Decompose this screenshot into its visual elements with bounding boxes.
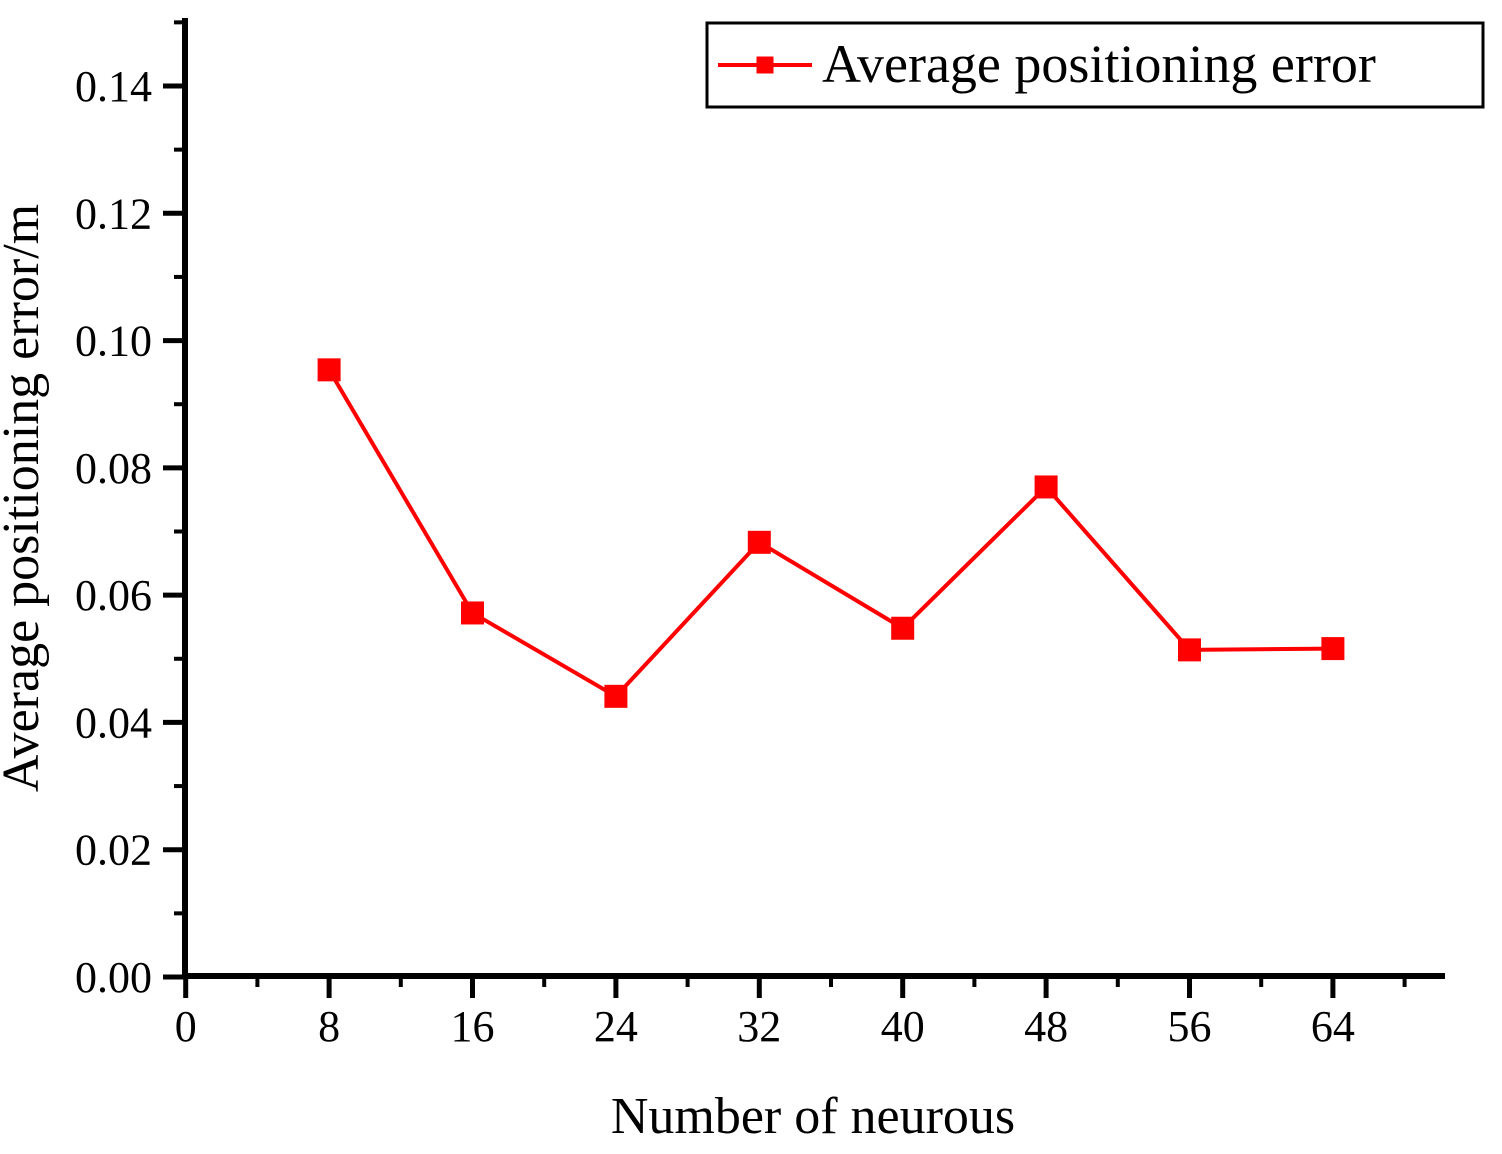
y-tick-label: 0.04 — [75, 698, 152, 747]
legend-box — [705, 21, 1485, 109]
y-tick-label: 0.02 — [75, 826, 152, 875]
data-point-marker — [1178, 638, 1201, 662]
data-point-marker — [317, 358, 341, 382]
x-tick-label: 40 — [881, 1002, 925, 1051]
legend-marker-icon — [756, 56, 774, 74]
x-tick-label: 24 — [594, 1002, 638, 1051]
y-axis-title: Average positioning error/m — [0, 204, 50, 792]
legend-label: Average positioning error — [822, 34, 1376, 94]
y-tick-label: 0.14 — [75, 62, 152, 111]
axes: 0 8 16 24 32 40 48 56 64 0.00 0.02 0.04 0.06 0.08 0.10… — [0, 18, 1445, 1145]
y-tick-label: 0.12 — [75, 189, 152, 238]
data-point-marker — [1034, 475, 1058, 499]
legend: Average positioning error — [705, 21, 1485, 109]
data-point-marker — [747, 530, 771, 554]
data-point-marker — [604, 684, 628, 708]
y-tick-label: 0.08 — [75, 444, 152, 493]
x-tick-label: 32 — [737, 1002, 781, 1051]
y-tick-label: 0.10 — [75, 317, 152, 366]
y-tick-label: 0.06 — [75, 571, 152, 620]
x-tick-label: 48 — [1024, 1002, 1068, 1051]
x-tick-label: 56 — [1168, 1002, 1212, 1051]
data-point-marker — [891, 616, 915, 640]
x-tick-label: 16 — [451, 1002, 495, 1051]
x-tick-label: 8 — [318, 1002, 340, 1051]
data-series — [317, 358, 1345, 708]
x-tick-label: 64 — [1311, 1002, 1355, 1051]
x-axis-title: Number of neurous — [611, 1088, 1015, 1145]
series-line — [327, 368, 1333, 699]
data-point-marker — [1321, 637, 1345, 661]
x-tick-label: 0 — [175, 1002, 197, 1051]
data-point-marker — [461, 601, 484, 625]
y-tick-label: 0.00 — [75, 953, 152, 1002]
